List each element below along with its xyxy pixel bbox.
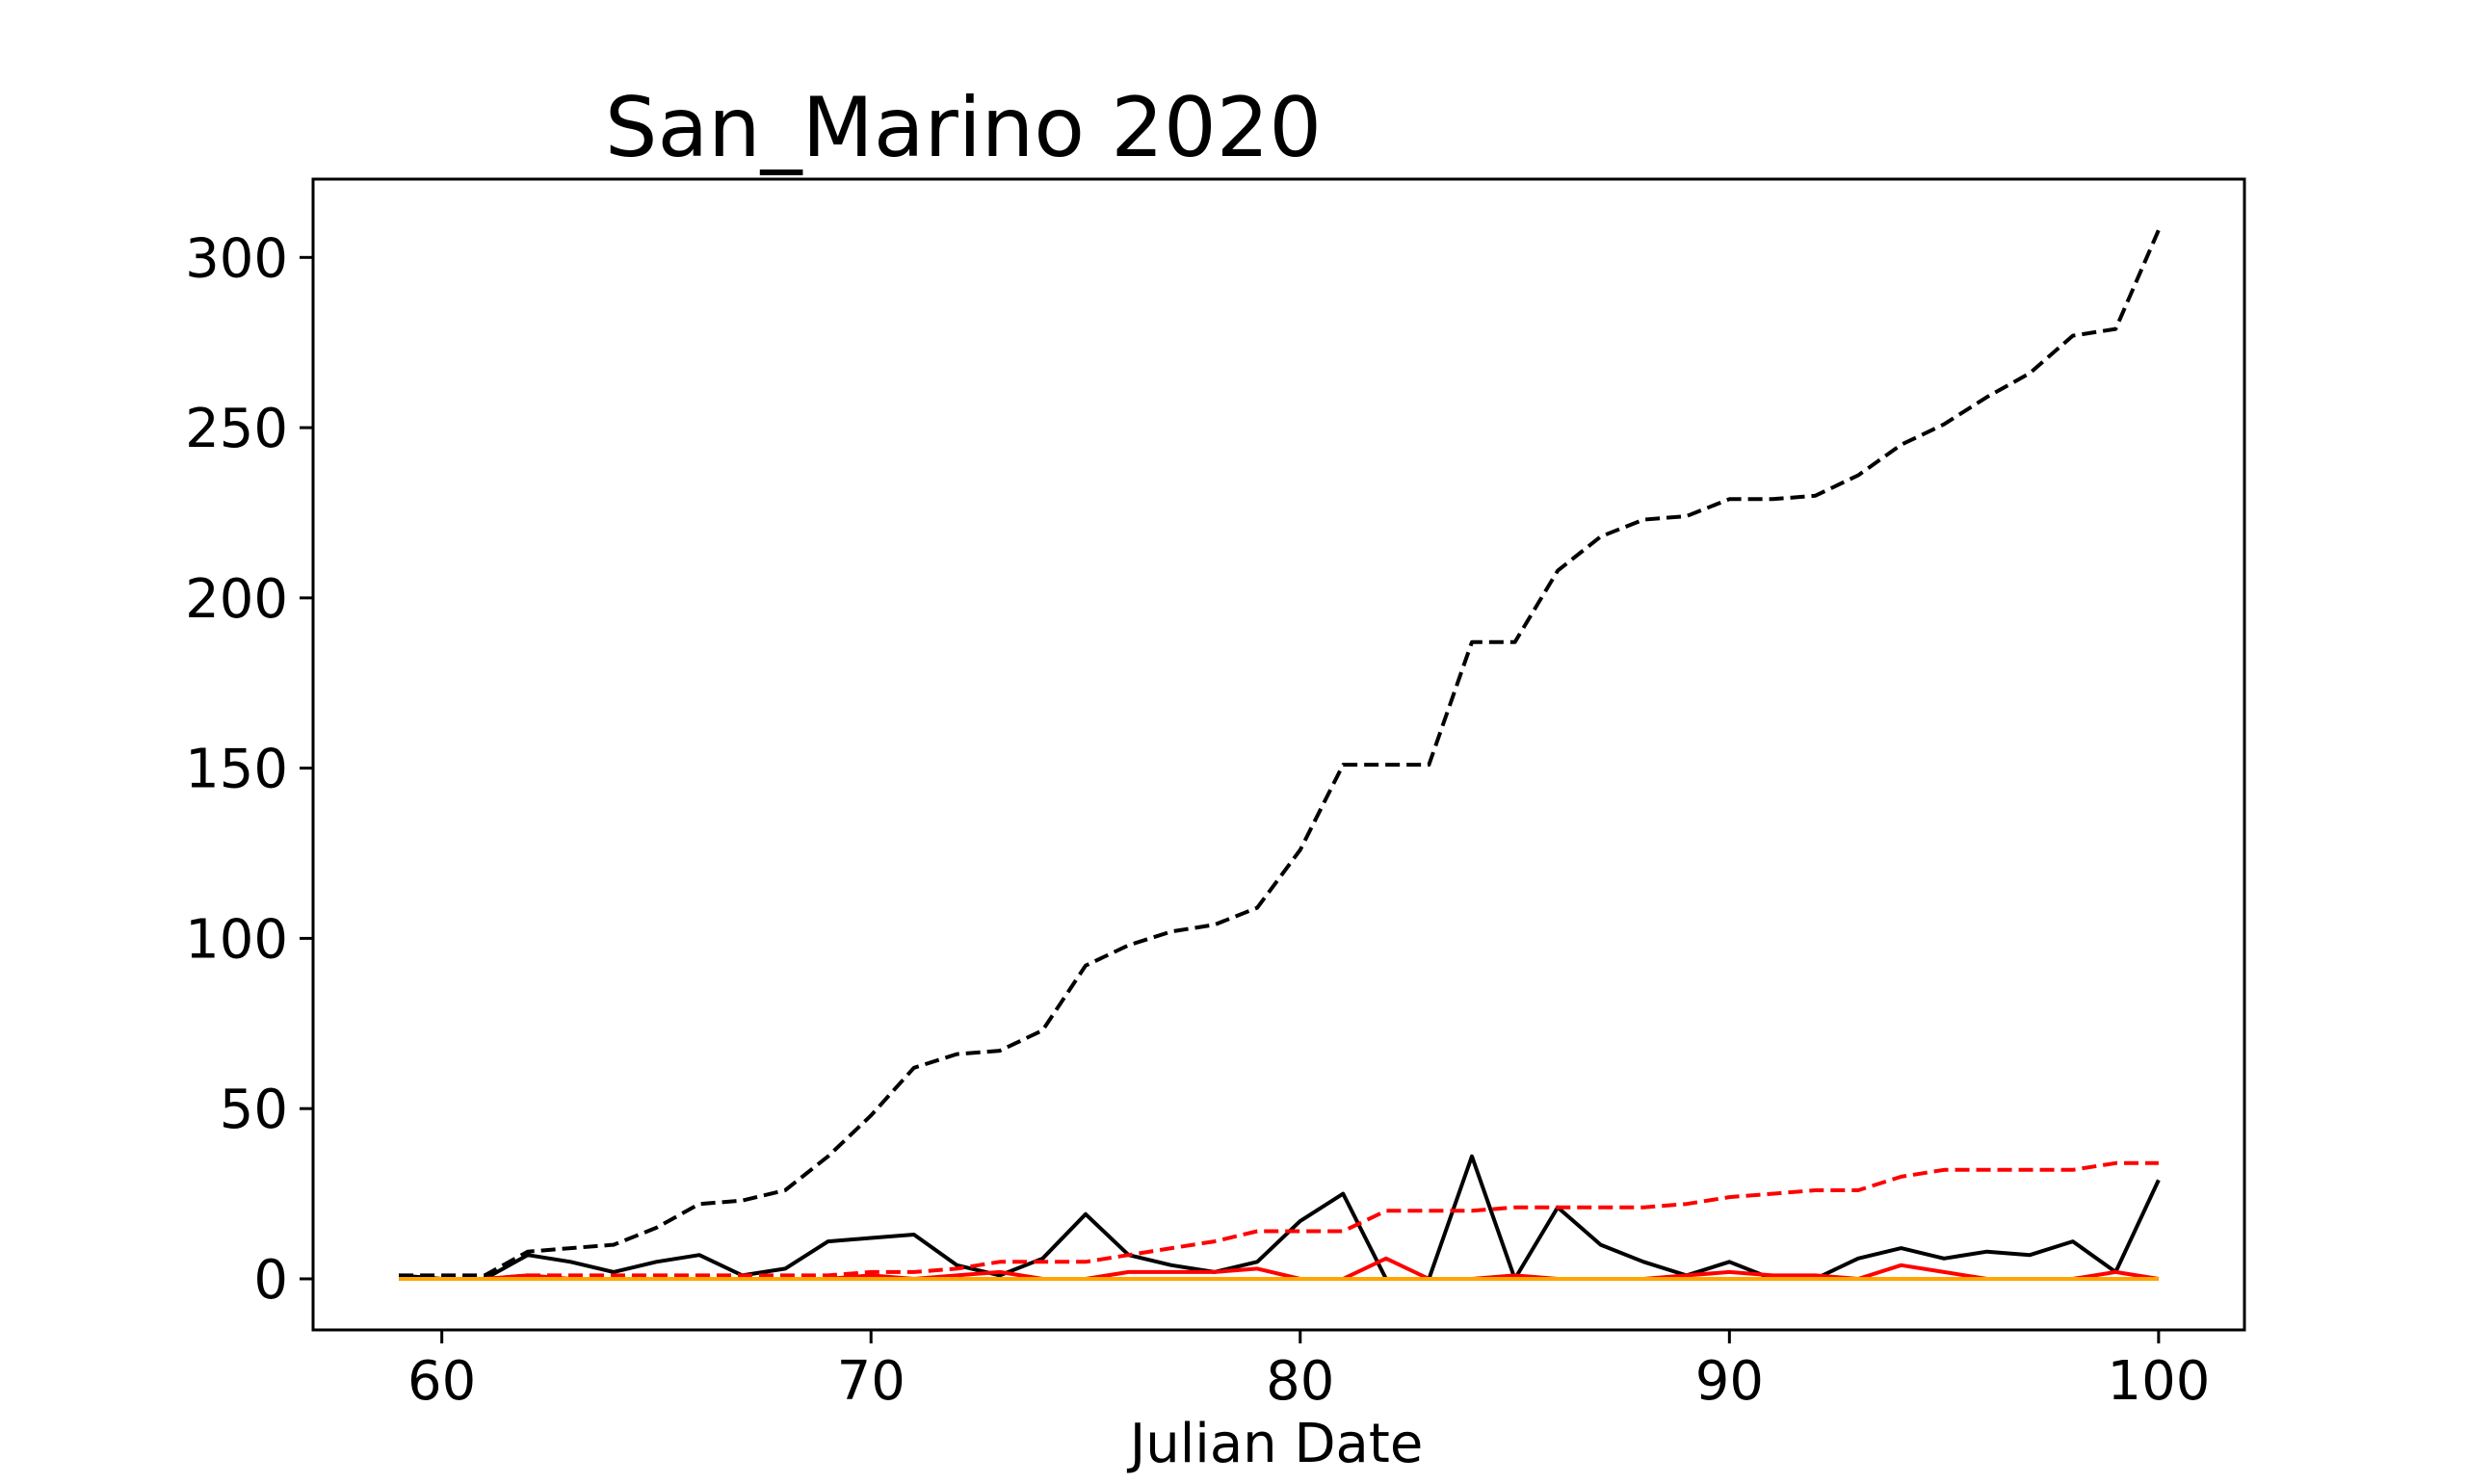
y-tick-label: 100 bbox=[185, 908, 288, 971]
x-axis: 60 70 80 90 100 bbox=[407, 1330, 2210, 1413]
plot-area-frame bbox=[311, 177, 2246, 1332]
series-line-1 bbox=[399, 229, 2161, 1278]
series-line-2 bbox=[398, 1154, 2161, 1281]
y-tick-label: 250 bbox=[185, 398, 288, 460]
y-axis: 0 50 100 150 200 250 300 bbox=[185, 227, 313, 1312]
y-tick-label: 150 bbox=[185, 739, 288, 801]
x-tick-label: 90 bbox=[1695, 1350, 1764, 1413]
x-tick-label: 80 bbox=[1266, 1350, 1334, 1413]
y-tick-label: 50 bbox=[220, 1079, 288, 1141]
y-tick-label: 0 bbox=[253, 1249, 288, 1312]
x-tick-label: 70 bbox=[837, 1350, 905, 1413]
chart-title: San_Marino 2020 bbox=[605, 80, 1322, 176]
x-tick-label: 60 bbox=[407, 1350, 476, 1413]
x-axis-label: Julian Date bbox=[1127, 1413, 1424, 1475]
y-tick-label: 300 bbox=[185, 227, 288, 290]
series-line-3 bbox=[399, 1160, 2159, 1281]
y-tick-label: 200 bbox=[185, 568, 288, 631]
x-tick-label: 100 bbox=[2107, 1350, 2210, 1413]
series-layer bbox=[398, 229, 2161, 1281]
